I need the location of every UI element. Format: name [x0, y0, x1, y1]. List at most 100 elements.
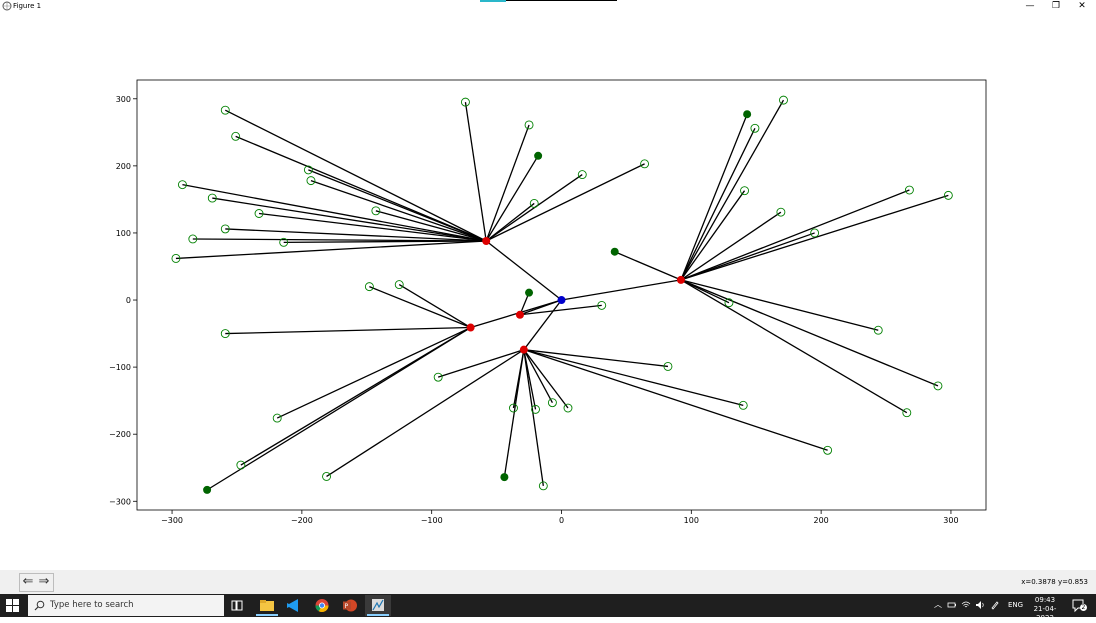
- x-tick-label: 300: [943, 516, 958, 525]
- x-tick-label: −200: [291, 516, 313, 525]
- leaf-node-open: [873, 325, 883, 335]
- edge-line: [398, 284, 471, 329]
- edge-line: [276, 326, 471, 419]
- y-tick-label: −300: [109, 497, 131, 506]
- leaf-node-open: [547, 398, 557, 408]
- minimize-button[interactable]: —: [1017, 0, 1043, 12]
- tray-overflow-chevron[interactable]: ︿: [934, 600, 942, 609]
- leaf-node-open: [640, 159, 650, 169]
- taskbar-python-figure[interactable]: [365, 595, 391, 616]
- folder-icon: [260, 600, 274, 611]
- edge-line: [206, 326, 471, 491]
- x-tick-label: −100: [421, 516, 443, 525]
- notification-count: 2: [1080, 604, 1087, 611]
- edge-line: [437, 349, 525, 378]
- y-tick-label: 0: [126, 296, 131, 305]
- edge-line: [326, 349, 525, 478]
- network-chart: −300 −200 −100 0 100 200 300 −300 −200 −100 0 100 20…: [109, 79, 987, 525]
- leaf-node-open: [364, 282, 374, 292]
- forward-button[interactable]: ⇒: [36, 574, 52, 590]
- hub-node: [482, 236, 491, 245]
- taskbar-chrome[interactable]: [309, 595, 335, 616]
- leaf-node-open: [904, 185, 914, 195]
- figure-canvas[interactable]: −300 −200 −100 0 100 200 300 −300 −200 −100 0 100 20…: [0, 14, 1096, 570]
- edge-line: [680, 279, 879, 331]
- leaf-node-open: [663, 361, 673, 371]
- leaf-node-open: [220, 329, 230, 339]
- leaf-node-open: [597, 300, 607, 310]
- leaf-node-open: [394, 280, 404, 290]
- edge-line: [258, 212, 487, 242]
- edge-line: [561, 279, 682, 301]
- x-tick-label: 200: [813, 516, 828, 525]
- battery-icon[interactable]: [947, 600, 957, 610]
- task-view-button[interactable]: [224, 595, 250, 616]
- back-button[interactable]: ⇐: [20, 574, 36, 590]
- x-tick-label: −300: [161, 516, 183, 525]
- edge-line: [680, 232, 815, 281]
- powerpoint-icon: P: [343, 599, 357, 612]
- edge-line: [680, 113, 748, 281]
- taskbar-powerpoint[interactable]: P: [337, 595, 363, 616]
- edge-line: [523, 349, 744, 406]
- wifi-icon[interactable]: [961, 600, 971, 610]
- leaf-node-open: [433, 372, 443, 382]
- edge-line: [470, 299, 562, 329]
- leaf-node-open: [577, 170, 587, 180]
- leaf-node-open: [303, 165, 313, 175]
- pen-icon[interactable]: [990, 600, 1000, 610]
- edge-line: [464, 102, 487, 242]
- taskbar-search-box[interactable]: Type here to search: [28, 595, 224, 616]
- volume-icon[interactable]: [975, 600, 985, 610]
- edge-line: [283, 240, 487, 243]
- leaf-node-open: [254, 209, 264, 218]
- leaf-node-open: [272, 413, 282, 423]
- x-tick-label: 0: [559, 516, 564, 525]
- taskbar-file-explorer[interactable]: [254, 595, 280, 616]
- forward-arrow-icon: ⇒: [38, 574, 50, 589]
- navigation-toolbar: ⇐ ⇒ x=0.3878 y=0.853: [0, 570, 1096, 594]
- figure-window-icon: [372, 599, 384, 611]
- notification-center-button[interactable]: 2: [1071, 598, 1087, 613]
- system-clock[interactable]: 09:43 21-04-2022: [1026, 596, 1064, 623]
- leaf-node-open: [779, 95, 788, 105]
- language-indicator[interactable]: ENG: [1008, 601, 1024, 609]
- leaf-node-open: [371, 206, 381, 216]
- back-arrow-icon: ⇐: [22, 574, 34, 589]
- clock-date: 21-04-2022: [1033, 605, 1057, 622]
- leaf-node-open: [207, 193, 217, 203]
- close-button[interactable]: ✕: [1069, 0, 1095, 12]
- leaf-node-filled: [534, 151, 543, 160]
- edge-line: [175, 240, 487, 260]
- edge-line: [485, 240, 562, 301]
- taskbar-vscode[interactable]: [281, 595, 307, 616]
- x-tick-label: 100: [684, 516, 699, 525]
- chrome-icon: [315, 599, 329, 613]
- minimize-icon: —: [1025, 1, 1035, 11]
- edge-line: [680, 99, 785, 281]
- edge-line: [503, 349, 525, 478]
- y-tick-label: 100: [116, 229, 131, 238]
- leaf-node-open: [220, 105, 230, 115]
- hub-node: [515, 310, 524, 319]
- leaf-node-open: [933, 381, 943, 391]
- edge-line: [519, 304, 602, 316]
- edge-line: [375, 210, 487, 242]
- maximize-button[interactable]: ❐: [1043, 0, 1069, 12]
- nav-button-group: [19, 573, 54, 592]
- edge-line: [614, 251, 682, 281]
- y-tick-label: −100: [109, 363, 131, 372]
- root-node: [557, 296, 566, 305]
- leaf-node-open: [236, 460, 246, 470]
- leaf-node-open: [563, 403, 573, 413]
- search-icon: [34, 600, 45, 611]
- leaf-node-open: [460, 97, 470, 107]
- leaf-node-open: [529, 198, 539, 208]
- leaf-node-open: [724, 298, 734, 308]
- windows-start-icon[interactable]: [5, 598, 20, 613]
- y-tick-label: 200: [116, 162, 131, 171]
- clock-time: 09:43: [1034, 596, 1056, 604]
- edge-line: [182, 184, 487, 242]
- window-titlebar: Figure 1 — ❐ ✕: [0, 0, 1096, 14]
- task-view-icon: [231, 600, 243, 611]
